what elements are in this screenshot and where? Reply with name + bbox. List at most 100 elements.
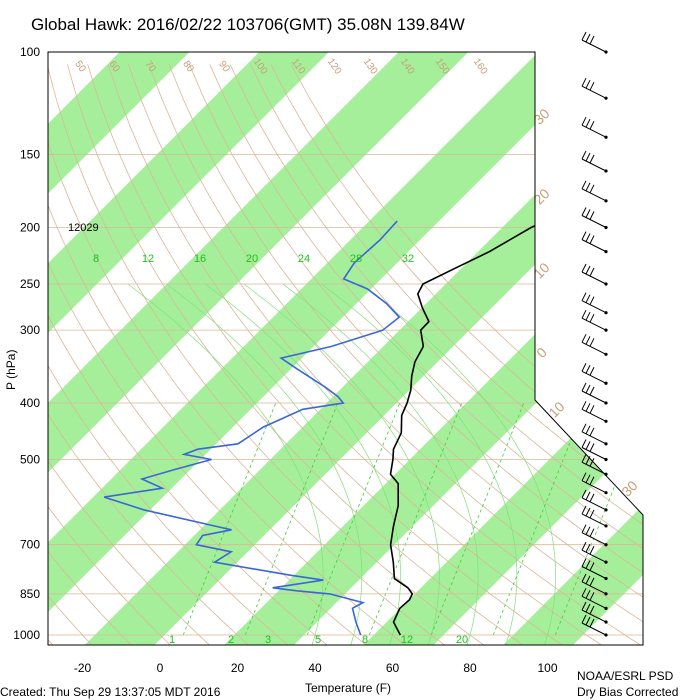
moist-adiabat — [360, 283, 556, 645]
wind-barb — [581, 401, 608, 423]
created-timestamp: Created: Thu Sep 29 13:37:05 MDT 2016 — [0, 685, 221, 699]
wind-barb — [581, 382, 608, 405]
y-axis-label: P (hPa) — [4, 350, 18, 390]
theta-e-label: 30 — [618, 477, 640, 499]
mixing-ratio-label: 5 — [315, 634, 321, 646]
plot-frame — [47, 51, 644, 646]
mixing-ratio-label: 20 — [246, 253, 258, 265]
mixing-ratio-label: 8 — [362, 634, 368, 646]
x-tick-label: 100 — [537, 661, 557, 675]
x-axis-label: Temperature (F) — [305, 681, 391, 695]
wind-barb — [581, 231, 608, 254]
y-tick-label: 150 — [20, 148, 40, 162]
wind-barb — [581, 77, 608, 100]
dry-adiabat-label: 160 — [471, 57, 490, 77]
dry-adiabat — [48, 64, 448, 645]
dry-adiabat — [270, 64, 643, 645]
mixing-ratio-label: 16 — [194, 253, 206, 265]
height-label: 12029 — [68, 222, 99, 234]
dry-adiabats — [48, 64, 643, 645]
moist-adiabat — [321, 283, 518, 645]
x-tick-label: 60 — [386, 661, 400, 675]
wind-barb — [581, 454, 608, 476]
wind-barb — [581, 524, 608, 547]
mixing-ratio-label: 32 — [402, 253, 414, 265]
dry-adiabat-label: 130 — [361, 57, 380, 77]
credit-line-1: NOAA/ESRL PSD — [577, 669, 674, 683]
isotherm-band — [48, 52, 618, 645]
dry-adiabat — [48, 64, 134, 645]
wind-barb — [581, 505, 608, 528]
y-tick-label: 500 — [20, 452, 40, 466]
x-tick-label: -20 — [74, 661, 92, 675]
wind-barb — [581, 116, 608, 139]
wind-barb — [581, 558, 608, 581]
dry-adiabat — [48, 64, 331, 645]
moist-adiabat — [243, 283, 440, 645]
wind-barb — [581, 489, 608, 512]
y-tick-label: 200 — [20, 221, 40, 235]
dry-adiabat — [48, 64, 291, 645]
dry-adiabat — [148, 64, 643, 645]
y-tick-label: 850 — [20, 587, 40, 601]
x-tick-label: 0 — [157, 661, 164, 675]
wind-barb — [581, 180, 608, 203]
wind-barb — [581, 601, 608, 624]
isotherm-band — [48, 52, 339, 645]
dry-adiabat — [48, 64, 95, 645]
wind-barb — [581, 309, 608, 332]
dry-adiabat — [229, 64, 643, 645]
x-tick-label: 40 — [308, 661, 322, 675]
dry-adiabat — [189, 64, 643, 645]
dry-adiabat — [48, 64, 370, 645]
wind-barb — [581, 614, 608, 637]
dry-adiabat-label: 120 — [325, 57, 344, 77]
dry-adiabat — [87, 64, 566, 645]
mixing-ratio-label: 20 — [456, 634, 468, 646]
chart-title: Global Hawk: 2016/02/22 103706(GMT) 35.0… — [31, 15, 465, 34]
mixing-ratio-label: 28 — [350, 253, 362, 265]
wind-barb — [581, 363, 608, 385]
wind-barb — [581, 439, 608, 462]
y-tick-label: 700 — [20, 538, 40, 552]
theta-e-label: 0 — [533, 344, 550, 361]
dry-adiabat — [290, 64, 643, 645]
mixing-ratio-label: 8 — [93, 253, 99, 265]
y-tick-label: 250 — [20, 277, 40, 291]
credit-line-2: Dry Bias Corrected — [577, 685, 678, 699]
dry-adiabat — [67, 64, 527, 645]
dry-adiabat — [168, 64, 643, 645]
moist-adiabat — [127, 283, 324, 645]
wind-barb — [581, 207, 608, 230]
x-tick-label: 20 — [231, 661, 245, 675]
wind-barb — [581, 541, 608, 564]
y-tick-label: 300 — [20, 323, 40, 337]
wind-barb — [581, 423, 608, 446]
wind-barb — [581, 292, 608, 315]
dewpoint-trace — [103, 220, 401, 636]
isotherm-band — [353, 52, 643, 645]
dry-adiabat — [107, 64, 606, 645]
mixing-ratio-label: 12 — [401, 634, 413, 646]
wind-barb — [581, 472, 608, 495]
wind-barb — [581, 31, 608, 54]
wind-barb — [581, 334, 608, 356]
wind-barb — [581, 150, 608, 173]
moist-adiabat — [166, 283, 363, 645]
dry-adiabat-label: 80 — [180, 59, 196, 75]
y-tick-label: 400 — [20, 396, 40, 410]
wind-barb — [581, 588, 608, 610]
mixing-ratio-label: 3 — [265, 634, 271, 646]
theta-e-label: 10 — [545, 398, 567, 420]
isotherm-band — [48, 52, 479, 645]
dry-adiabat — [128, 64, 643, 645]
mixing-ratio-label: 1 — [169, 634, 175, 646]
mixing-ratio-label: 2 — [228, 634, 234, 646]
dry-adiabat — [48, 64, 213, 645]
x-tick-label: 80 — [463, 661, 477, 675]
y-tick-label: 1000 — [13, 628, 40, 642]
mixing-ratio-label: 12 — [142, 253, 154, 265]
moist-adiabat — [282, 283, 479, 645]
